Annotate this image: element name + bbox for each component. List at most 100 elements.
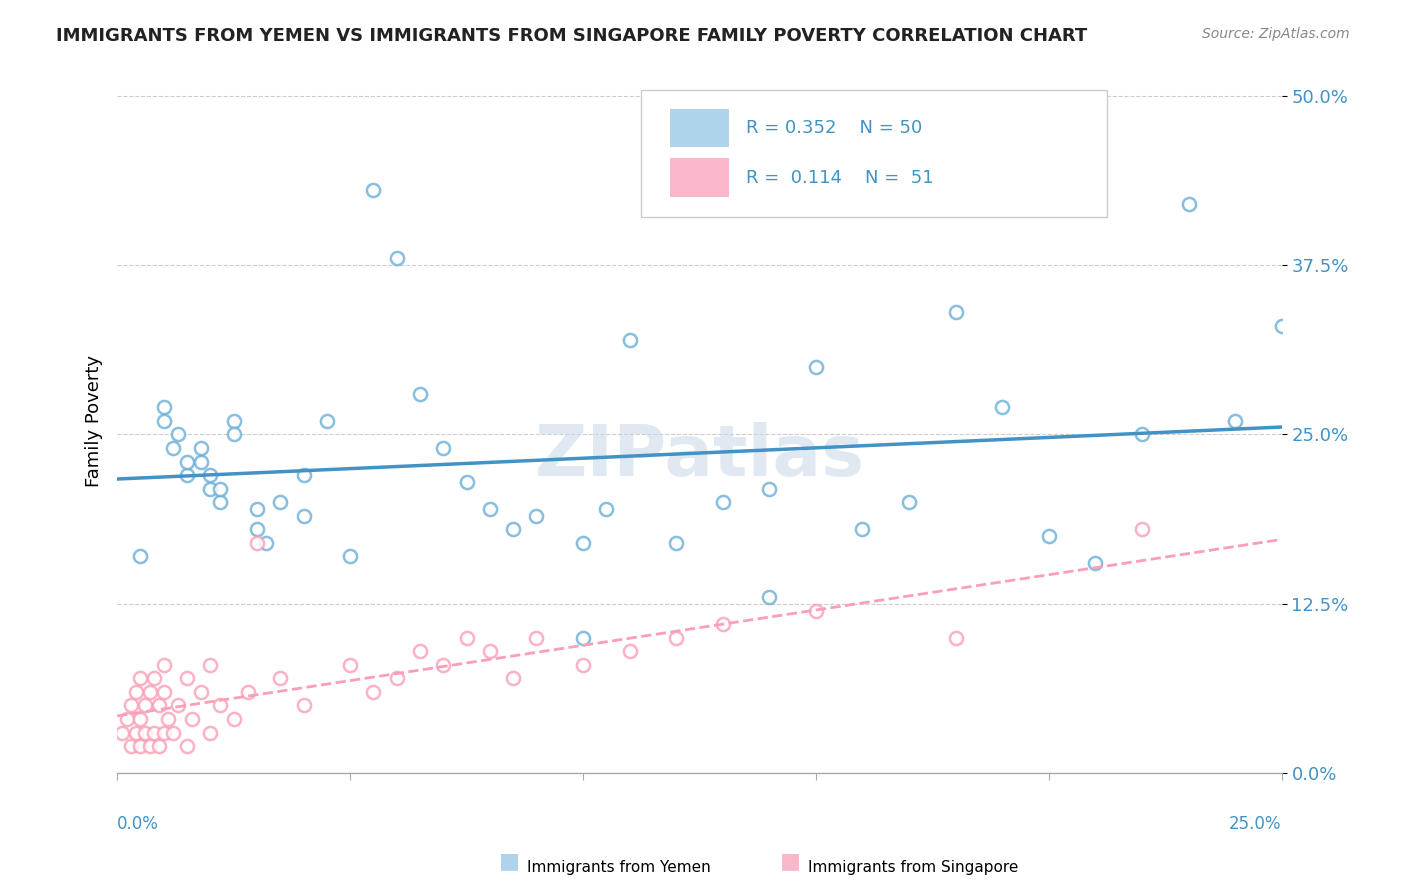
Point	[246, 536, 269, 550]
Point	[176, 454, 198, 468]
Point	[157, 712, 180, 726]
Point	[120, 739, 142, 753]
Point	[711, 495, 734, 509]
Point	[385, 671, 408, 685]
Point	[1271, 318, 1294, 333]
Point	[208, 698, 231, 713]
Point	[315, 414, 337, 428]
Point	[162, 725, 184, 739]
Point	[432, 657, 454, 672]
Text: R =  0.114    N =  51: R = 0.114 N = 51	[747, 169, 934, 186]
Text: 0.0%: 0.0%	[117, 815, 159, 833]
Point	[619, 644, 641, 658]
Point	[595, 502, 617, 516]
Point	[176, 468, 198, 483]
Point	[120, 698, 142, 713]
Point	[665, 631, 688, 645]
Text: 25.0%: 25.0%	[1229, 815, 1282, 833]
Point	[254, 536, 277, 550]
Point	[526, 631, 548, 645]
Point	[129, 712, 152, 726]
Text: ZIPatlas: ZIPatlas	[534, 422, 865, 491]
Point	[176, 671, 198, 685]
Point	[456, 475, 478, 489]
Point	[190, 685, 212, 699]
Point	[363, 685, 385, 699]
Point	[432, 441, 454, 455]
Point	[246, 522, 269, 536]
Text: Immigrants from Yemen: Immigrants from Yemen	[527, 860, 711, 874]
Point	[478, 644, 501, 658]
Point	[134, 698, 156, 713]
Point	[1223, 414, 1246, 428]
Point	[152, 685, 174, 699]
Point	[166, 698, 188, 713]
Point	[148, 698, 170, 713]
Text: R = 0.352    N = 50: R = 0.352 N = 50	[747, 120, 922, 137]
Point	[134, 725, 156, 739]
Point	[1038, 529, 1060, 543]
Point	[502, 522, 524, 536]
Point	[1130, 427, 1153, 442]
Point	[152, 725, 174, 739]
Point	[1177, 197, 1199, 211]
Point	[409, 386, 432, 401]
Point	[162, 441, 184, 455]
Point	[385, 252, 408, 266]
Point	[111, 725, 134, 739]
Point	[222, 712, 245, 726]
Point	[176, 739, 198, 753]
Point	[125, 725, 148, 739]
Point	[200, 657, 222, 672]
Point	[572, 536, 595, 550]
Text: Source: ZipAtlas.com: Source: ZipAtlas.com	[1202, 27, 1350, 41]
Text: IMMIGRANTS FROM YEMEN VS IMMIGRANTS FROM SINGAPORE FAMILY POVERTY CORRELATION CH: IMMIGRANTS FROM YEMEN VS IMMIGRANTS FROM…	[56, 27, 1087, 45]
Point	[804, 603, 827, 617]
Point	[409, 644, 432, 658]
Text: ■: ■	[780, 851, 801, 871]
Point	[478, 502, 501, 516]
Point	[269, 495, 291, 509]
Point	[526, 508, 548, 523]
Point	[1084, 556, 1107, 570]
Point	[711, 617, 734, 632]
Point	[200, 482, 222, 496]
Point	[339, 657, 361, 672]
Point	[246, 502, 269, 516]
Point	[200, 468, 222, 483]
Point	[991, 401, 1014, 415]
Point	[222, 414, 245, 428]
Point	[572, 657, 595, 672]
Point	[502, 671, 524, 685]
Point	[292, 468, 315, 483]
Text: ■: ■	[499, 851, 520, 871]
Point	[139, 685, 162, 699]
Point	[129, 739, 152, 753]
Point	[139, 739, 162, 753]
Point	[292, 508, 315, 523]
Point	[898, 495, 921, 509]
Point	[236, 685, 259, 699]
Point	[152, 414, 174, 428]
Point	[292, 698, 315, 713]
Point	[125, 685, 148, 699]
Point	[945, 305, 967, 319]
Point	[269, 671, 291, 685]
Point	[456, 631, 478, 645]
Point	[222, 427, 245, 442]
Point	[190, 454, 212, 468]
Point	[152, 657, 174, 672]
Point	[208, 482, 231, 496]
Point	[190, 441, 212, 455]
Text: Immigrants from Singapore: Immigrants from Singapore	[808, 860, 1019, 874]
Point	[143, 671, 166, 685]
Point	[339, 549, 361, 564]
Point	[665, 536, 688, 550]
Point	[363, 184, 385, 198]
Point	[758, 590, 780, 604]
Y-axis label: Family Poverty: Family Poverty	[86, 355, 103, 487]
Point	[804, 359, 827, 374]
Point	[152, 401, 174, 415]
Point	[208, 495, 231, 509]
FancyBboxPatch shape	[671, 109, 728, 147]
